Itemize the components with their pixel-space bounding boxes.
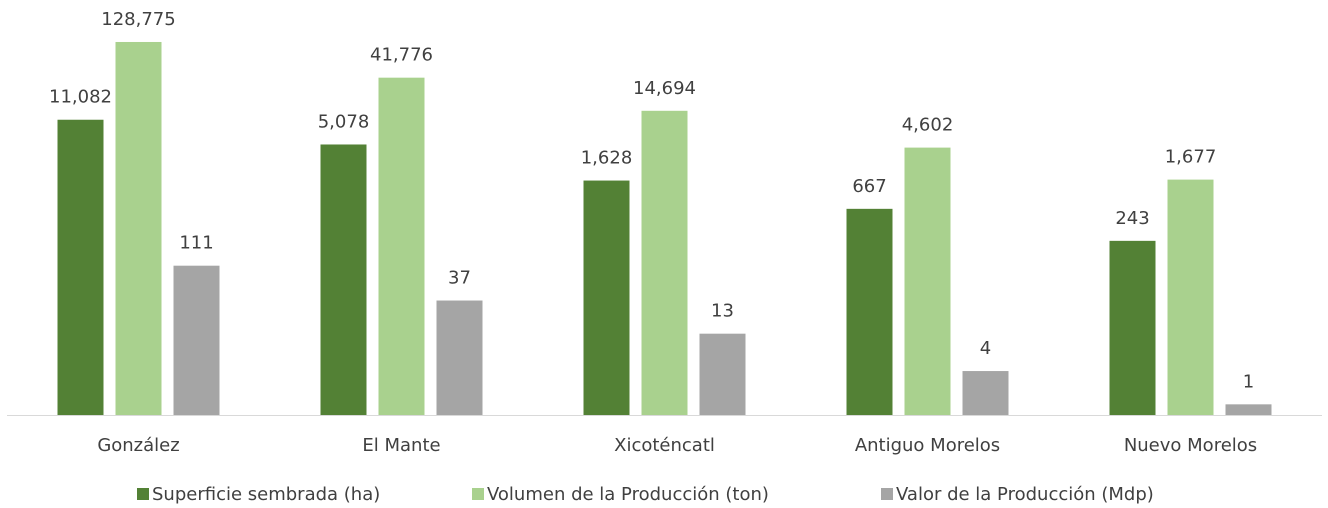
x-tick-label: González [97,435,179,456]
bar [1167,179,1214,415]
legend-label: Volumen de la Producción (ton) [487,484,769,505]
legend-swatch [472,488,484,500]
bar [436,300,483,415]
data-label: 5,078 [318,111,370,132]
bar [1109,240,1156,415]
data-label: 13 [711,301,734,322]
data-label: 37 [448,268,471,289]
bar [583,180,630,415]
data-label: 1,628 [581,148,633,169]
bar [699,333,746,415]
bar [378,77,425,416]
bar [1225,404,1272,415]
x-tick-label: Antiguo Morelos [855,435,1000,456]
bar [846,208,893,415]
data-label: 41,776 [370,45,433,66]
data-label: 4,602 [902,115,954,136]
data-label: 243 [1115,208,1149,229]
bar [115,41,162,415]
data-label: 667 [852,176,886,197]
data-label: 1,677 [1165,147,1217,168]
legend-label: Valor de la Producción (Mdp) [896,484,1154,505]
x-tick-label: Xicoténcatl [614,435,715,456]
bar [962,371,1009,415]
legend-swatch [881,488,893,500]
x-tick-label: El Mante [362,435,440,456]
data-label: 1 [1243,371,1254,392]
bar [641,110,688,416]
data-label: 4 [980,338,991,359]
data-label: 14,694 [633,78,696,99]
bar [57,119,104,416]
data-label: 128,775 [101,9,175,30]
data-label: 11,082 [49,87,112,108]
legend-label: Superficie sembrada (ha) [152,484,380,505]
bar [320,144,367,415]
data-label: 111 [179,233,213,254]
legend-swatch [137,488,149,500]
bar [904,147,951,415]
x-tick-label: Nuevo Morelos [1124,435,1257,456]
bar [173,265,220,415]
